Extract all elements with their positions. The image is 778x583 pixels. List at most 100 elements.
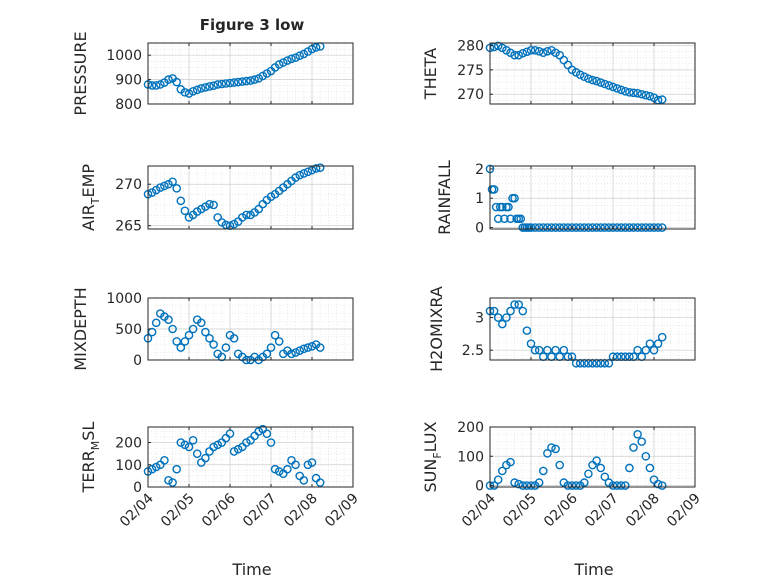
data-point — [221, 79, 231, 88]
data-point — [315, 163, 325, 172]
data-point — [229, 78, 239, 87]
data-point — [584, 469, 593, 479]
y-tick-label: 2 — [475, 162, 484, 178]
axes-frame — [489, 165, 696, 230]
data-point — [201, 83, 210, 92]
data-point — [213, 213, 222, 222]
data-point — [645, 339, 655, 348]
x-tick-label: 02/08 — [623, 491, 663, 531]
data-point — [526, 339, 536, 348]
y-tick-label: 270 — [115, 177, 142, 193]
data-point — [254, 204, 264, 214]
data-point — [278, 58, 288, 67]
data-point — [192, 85, 202, 95]
data-point — [522, 326, 532, 335]
data-point — [555, 460, 565, 470]
data-point — [213, 80, 222, 89]
data-point — [188, 324, 198, 334]
data-point — [242, 210, 251, 220]
data-point — [637, 437, 647, 446]
series-markers — [143, 163, 325, 230]
data-point — [493, 214, 503, 224]
data-point — [217, 79, 227, 89]
data-point — [176, 438, 186, 447]
data-point — [493, 475, 503, 484]
data-point — [493, 41, 503, 51]
data-point — [291, 348, 300, 357]
data-point — [151, 462, 161, 472]
data-point — [233, 77, 243, 87]
data-point — [547, 223, 556, 232]
data-point — [539, 466, 548, 476]
data-point — [225, 429, 235, 438]
data-point — [616, 223, 626, 232]
data-point — [213, 440, 222, 450]
data-point — [526, 46, 536, 55]
data-point — [510, 300, 519, 309]
data-point — [612, 84, 622, 93]
axes-frame — [489, 297, 696, 361]
data-point — [188, 87, 198, 96]
figure-title: Figure 3 low — [200, 16, 305, 34]
data-point — [510, 50, 519, 60]
data-point — [209, 442, 218, 452]
data-point — [608, 481, 618, 490]
xlabel-right: Time — [573, 560, 613, 579]
data-point — [303, 167, 313, 177]
data-point — [270, 330, 280, 340]
data-point — [270, 464, 280, 474]
data-point — [518, 481, 528, 490]
data-point — [506, 214, 515, 224]
data-point — [629, 223, 638, 232]
x-tick-label: 02/05 — [158, 491, 198, 531]
data-point — [510, 478, 519, 487]
data-point — [160, 456, 169, 465]
data-point — [164, 315, 173, 325]
y-axis-label: MIXDEPTH — [71, 287, 90, 370]
x-tick-label: 02/09 — [322, 491, 362, 531]
data-point — [580, 223, 589, 232]
y-tick-label: 900 — [115, 73, 142, 89]
axes-frame — [489, 426, 696, 488]
data-point — [653, 339, 663, 348]
data-point — [633, 88, 642, 98]
plot-area — [490, 427, 695, 487]
y-tick-label: 0 — [475, 221, 484, 237]
data-point — [641, 451, 651, 461]
data-point — [629, 443, 638, 452]
y-axis-label: H2OMIXRA — [427, 286, 446, 372]
data-point — [645, 91, 655, 101]
data-point — [516, 214, 526, 224]
y-tick-label: 2.5 — [462, 343, 484, 359]
data-point — [504, 202, 513, 212]
data-point — [184, 89, 194, 98]
data-point — [287, 54, 296, 64]
data-point — [172, 77, 181, 87]
axes-frame — [147, 165, 354, 230]
y-tick-label: 100 — [115, 458, 142, 474]
data-point — [192, 449, 202, 458]
data-point — [205, 199, 214, 209]
data-point — [588, 75, 597, 85]
data-point — [633, 430, 642, 439]
data-point — [168, 478, 177, 487]
data-point — [160, 181, 169, 191]
data-point — [539, 48, 548, 58]
data-point — [242, 438, 251, 447]
data-point — [229, 447, 239, 456]
data-point — [534, 345, 544, 355]
data-point — [221, 220, 231, 230]
data-point — [225, 78, 235, 88]
data-point — [551, 444, 560, 454]
data-point — [596, 463, 606, 473]
data-point — [616, 481, 626, 490]
data-point — [196, 318, 206, 328]
data-point — [209, 81, 218, 90]
data-point — [592, 456, 601, 465]
data-point — [209, 340, 218, 349]
data-point — [180, 337, 190, 346]
xlabel-left: Time — [231, 560, 271, 579]
data-point — [172, 464, 181, 474]
x-tick-label: 02/06 — [199, 490, 239, 530]
data-point — [633, 223, 642, 232]
